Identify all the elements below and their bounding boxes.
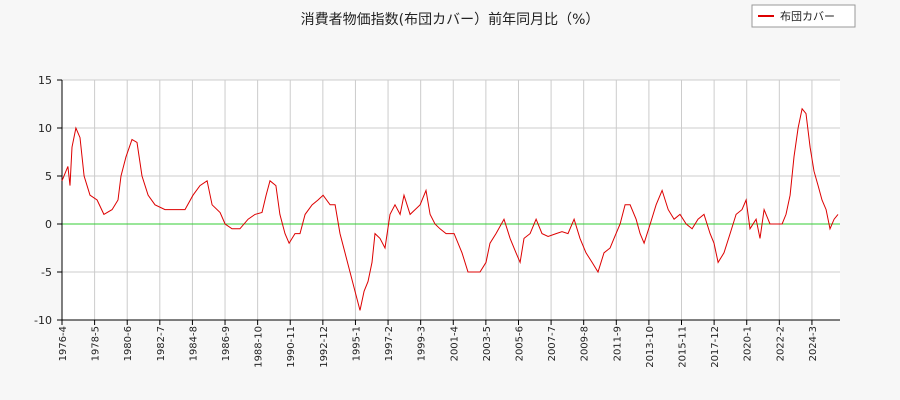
x-tick-label: 2013-10 (645, 326, 656, 368)
x-tick-label: 1986-9 (221, 326, 232, 361)
x-tick-label: 1980-6 (123, 326, 134, 361)
data-line (61, 107, 839, 311)
x-tick-label: 1976-4 (58, 326, 69, 361)
y-tick-label: 15 (38, 74, 52, 87)
x-tick-label: 2011-9 (612, 326, 623, 361)
x-tick-label: 2017-12 (710, 326, 721, 368)
x-tick-label: 2007-7 (547, 326, 558, 361)
x-tick-label: 2024-3 (808, 326, 819, 361)
y-tick-label: 0 (45, 218, 52, 231)
plot-area (62, 80, 840, 320)
legend-box (751, 4, 856, 28)
x-tick-label: 1982-7 (156, 326, 167, 361)
legend-label: 布団カバー (780, 10, 835, 23)
y-tick-label: -5 (41, 266, 52, 279)
y-tick-label: 10 (38, 122, 52, 135)
x-tick-label: 1999-3 (417, 326, 428, 361)
chart-title: 消費者物価指数(布団カバー）前年同月比（%） (301, 11, 600, 28)
x-tick-label: 1978-5 (91, 326, 102, 361)
x-tick-label: 1995-1 (351, 326, 362, 361)
x-tick-label: 1990-11 (286, 326, 297, 368)
x-tick-label: 1988-10 (254, 326, 265, 368)
x-tick-label: 2020-1 (743, 326, 754, 361)
x-tick-label: 2022-2 (775, 326, 786, 361)
y-tick-label: -10 (34, 314, 52, 327)
x-tick-label: 1997-2 (384, 326, 395, 361)
x-tick-label: 2003-5 (482, 326, 493, 361)
y-tick-label: 5 (45, 170, 52, 183)
x-tick-label: 2005-6 (514, 326, 525, 361)
x-tick-label: 2009-8 (580, 326, 591, 361)
x-tick-label: 1992-12 (319, 326, 330, 368)
x-tick-label: 2015-11 (678, 326, 689, 368)
x-tick-label: 2001-4 (449, 326, 460, 361)
x-tick-label: 1984-8 (188, 326, 199, 361)
